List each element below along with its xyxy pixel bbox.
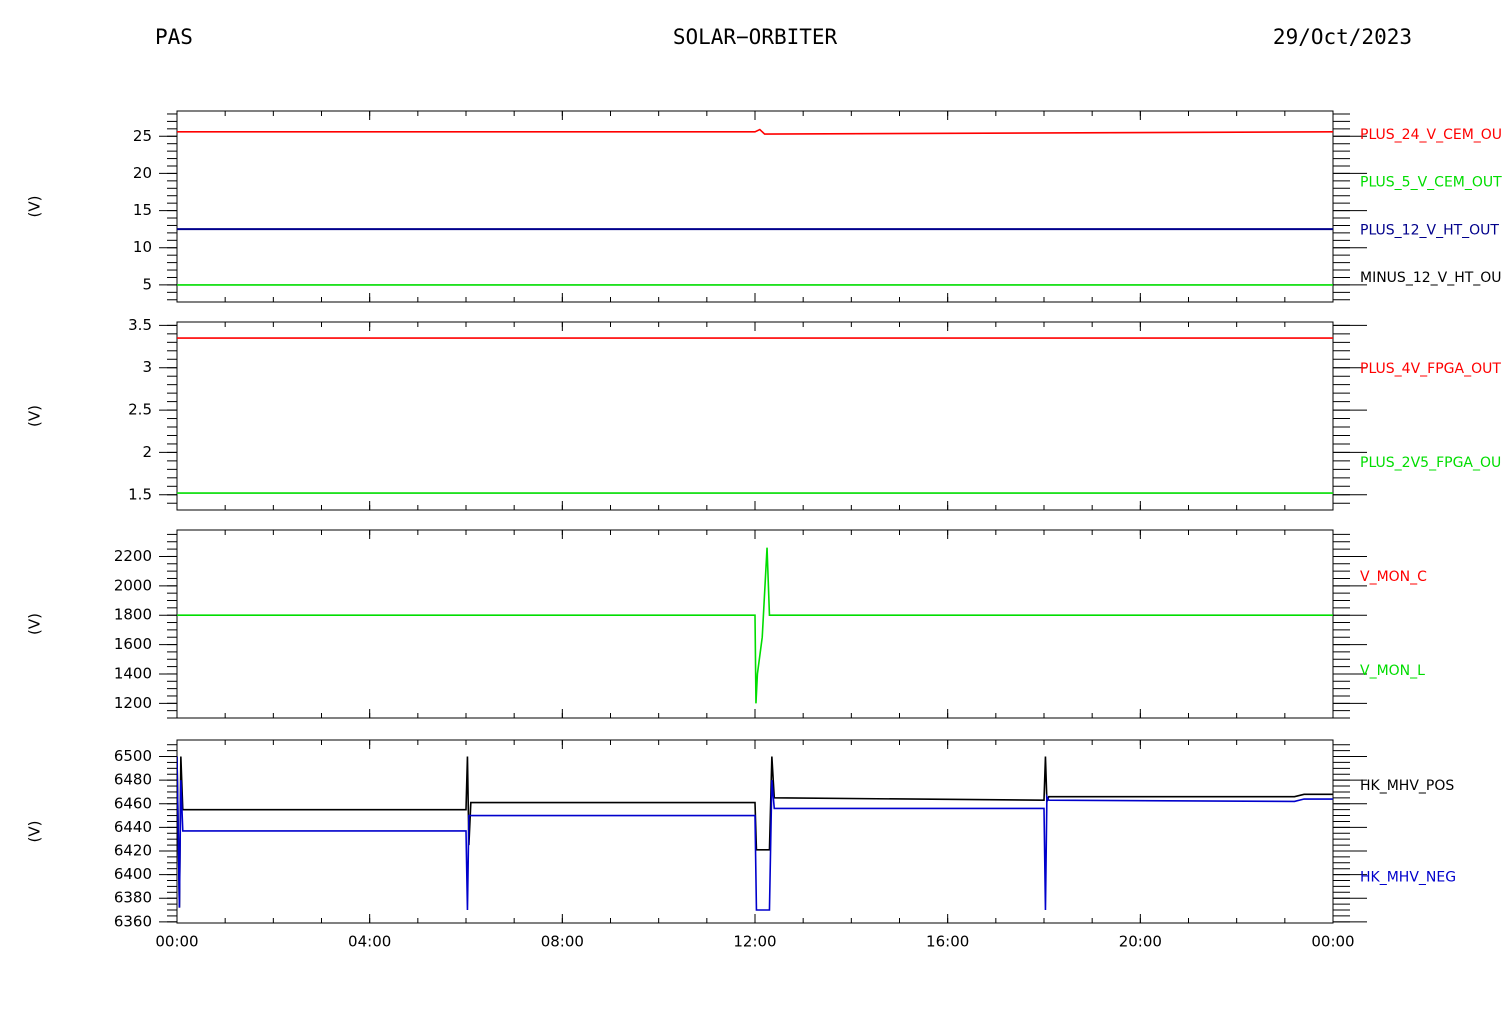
legend-label: HK_MHV_NEG: [1360, 869, 1456, 885]
x-tick-label: 00:00: [1311, 933, 1354, 951]
y-tick-label: 2200: [114, 547, 152, 565]
legend-label: PLUS_5_V_CEM_OUT: [1360, 175, 1502, 191]
series-line: [177, 756, 1333, 911]
y-tick-label: 6420: [114, 841, 152, 859]
chart-title: SOLAR−ORBITER: [673, 25, 838, 49]
y-tick-label: 6400: [114, 865, 152, 883]
y-tick-label: 3.5: [128, 316, 152, 334]
y-tick-label: 2000: [114, 576, 152, 594]
plot-area: [177, 128, 1333, 286]
legend-label: MINUS_12_V_HT_OU: [1360, 270, 1502, 286]
y-tick-label: 1800: [114, 606, 152, 624]
y-axis-label: (V): [26, 821, 44, 843]
legend-label: HK_MHV_POS: [1360, 778, 1454, 794]
y-axis-label: (V): [26, 196, 44, 218]
y-axis-label: (V): [26, 405, 44, 427]
x-tick-label: 20:00: [1119, 933, 1162, 951]
y-tick-label: 6360: [114, 912, 152, 930]
y-axis-label: (V): [26, 613, 44, 635]
series-line: [177, 128, 1333, 135]
y-tick-label: 20: [133, 164, 152, 182]
y-tick-label: 1400: [114, 664, 152, 682]
legend-label: PLUS_2V5_FPGA_OU: [1360, 455, 1501, 471]
x-tick-label: 04:00: [348, 933, 391, 951]
y-tick-label: 6480: [114, 771, 152, 789]
x-tick-label: 12:00: [733, 933, 776, 951]
y-tick-label: 2.5: [128, 401, 152, 419]
x-tick-label: 00:00: [155, 933, 198, 951]
legend-label: PLUS_12_V_HT_OUT: [1360, 222, 1499, 238]
y-tick-label: 6500: [114, 747, 152, 765]
y-tick-label: 1.5: [128, 485, 152, 503]
legend-label: V_MON_L: [1360, 663, 1425, 679]
legend-label: PLUS_4V_FPGA_OUT: [1360, 361, 1501, 377]
x-tick-label: 16:00: [926, 933, 969, 951]
plot-frame: [176, 110, 1334, 303]
y-tick-label: 25: [133, 127, 152, 145]
plot-area: [177, 547, 1333, 704]
series-line: [177, 756, 1333, 908]
y-tick-label: 6460: [114, 794, 152, 812]
series-line: [177, 547, 1333, 704]
y-tick-label: 3: [142, 358, 152, 376]
y-tick-label: 15: [133, 201, 152, 219]
plot-area: [177, 337, 1333, 494]
legend-label: PLUS_24_V_CEM_OU: [1360, 127, 1502, 143]
plot-area: [177, 756, 1333, 911]
y-tick-label: 6380: [114, 889, 152, 907]
legend-label: V_MON_C: [1360, 569, 1427, 585]
y-tick-label: 5: [142, 275, 152, 293]
y-tick-label: 10: [133, 238, 152, 256]
y-tick-label: 1600: [114, 635, 152, 653]
header-left: PAS: [155, 25, 193, 49]
y-tick-label: 1200: [114, 694, 152, 712]
header-date: 29/Oct/2023: [1273, 25, 1412, 49]
y-tick-label: 6440: [114, 818, 152, 836]
plot-frame: [176, 321, 1334, 511]
y-tick-label: 2: [142, 443, 152, 461]
x-tick-label: 08:00: [541, 933, 584, 951]
